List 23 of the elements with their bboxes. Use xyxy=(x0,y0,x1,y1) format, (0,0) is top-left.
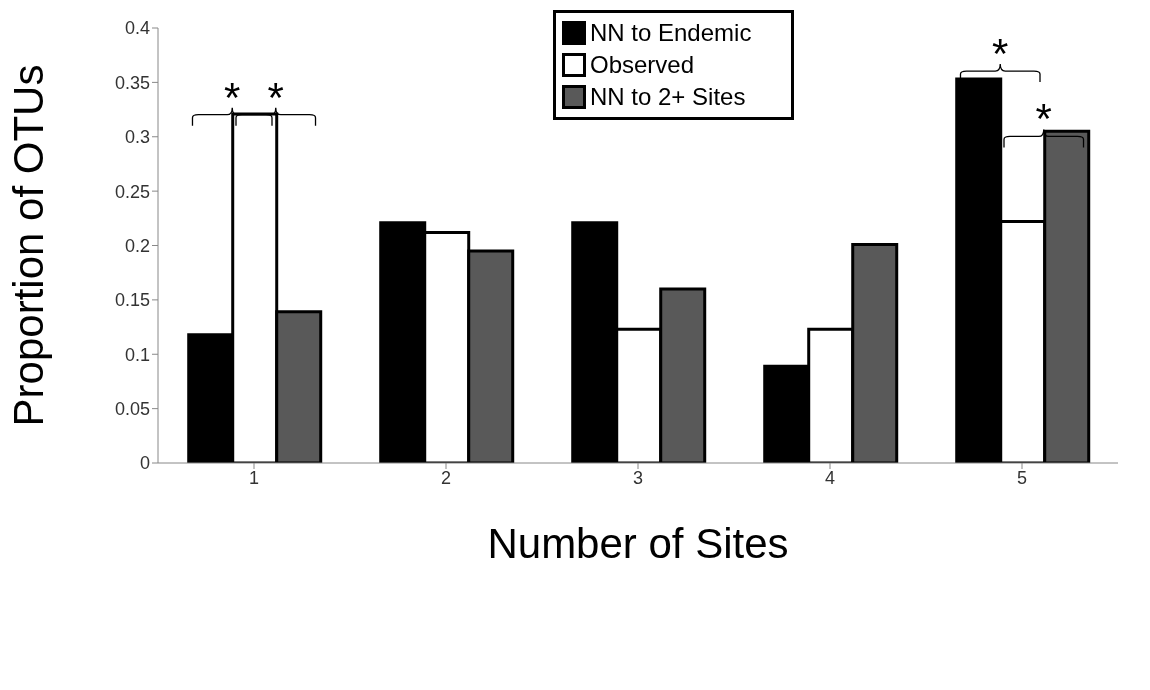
annotation: * xyxy=(267,73,284,121)
y-tick-label: 0.15 xyxy=(114,290,150,311)
x-tick-label: 5 xyxy=(1016,467,1028,488)
annotation: * xyxy=(224,73,241,121)
x-tick-label: 4 xyxy=(824,467,836,488)
y-tick-label: 0.25 xyxy=(114,181,150,202)
x-tick-label: 2 xyxy=(440,467,452,488)
y-tick-label: 0.4 xyxy=(124,18,150,39)
legend-label: NN to Endemic xyxy=(590,19,752,47)
y-tick-label: 0.2 xyxy=(124,235,150,256)
x-tick-label: 3 xyxy=(632,467,644,488)
x-tick-label: 1 xyxy=(248,467,260,488)
y-tick-label: 0.35 xyxy=(114,72,150,93)
y-tick-label: 0.1 xyxy=(124,344,150,365)
annotation: * xyxy=(992,30,1009,78)
annotation: * xyxy=(1035,95,1052,143)
y-tick-label: 0 xyxy=(139,453,150,474)
legend-label: Observed xyxy=(590,51,695,79)
y-tick-label: 0.3 xyxy=(124,127,150,148)
legend-label: NN to 2+ Sites xyxy=(590,83,746,111)
x-axis-title: Number of Sites xyxy=(487,520,789,567)
y-axis-title: Proportion of OTUs xyxy=(4,64,52,427)
y-tick-label: 0.05 xyxy=(114,399,150,420)
